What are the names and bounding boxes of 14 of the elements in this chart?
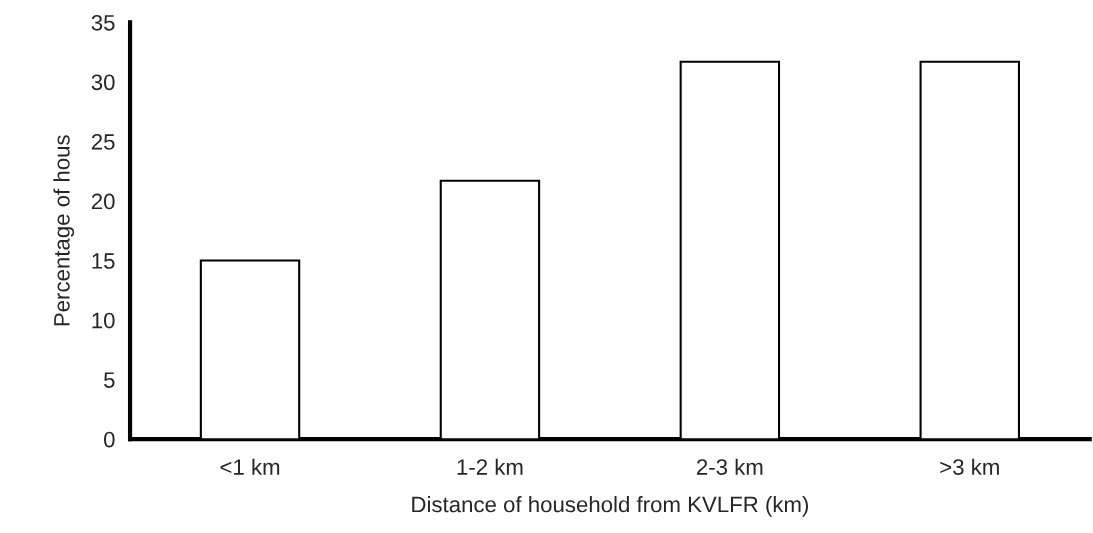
x-tick-label: <1 km [220,458,280,475]
x-tick-label: 1-2 km [457,458,523,475]
y-tick-label: 20 [91,193,115,210]
x-tick-label: >3 km [940,458,999,475]
y-tick-label: 0 [103,431,115,448]
y-tick-label: 25 [91,134,115,150]
y-tick-label: 30 [91,74,115,91]
y-tick-label: 10 [92,312,115,329]
y-tick-label: 5 [104,372,115,388]
y-tick-label: 15 [92,253,115,269]
y-axis-title: Percentage of hous [53,135,75,326]
x-axis-title: Distance of household from KVLFR (km) [412,496,808,517]
y-tick-label: 35 [91,14,115,31]
x-tick-label: 2-3 km [697,458,763,475]
